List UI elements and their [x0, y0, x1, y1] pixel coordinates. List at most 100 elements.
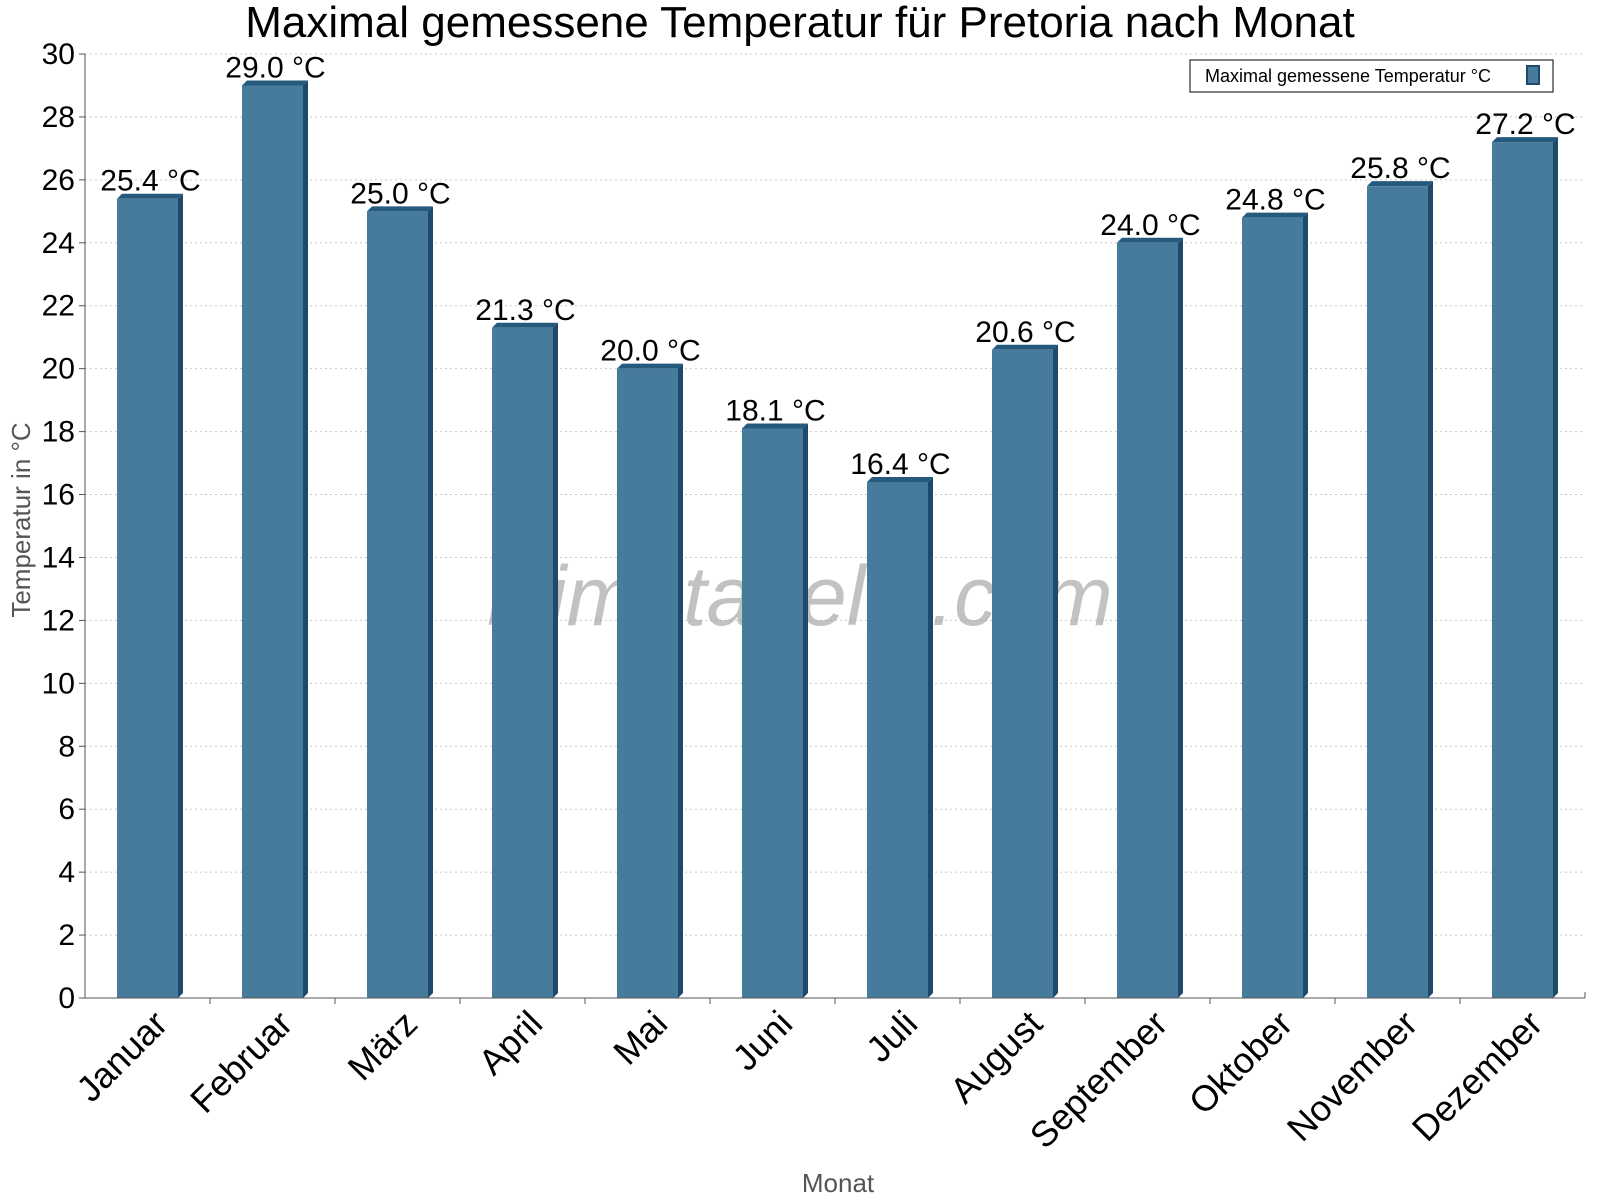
axes	[84, 54, 1586, 999]
y-tick-label: 18	[42, 416, 75, 449]
bar-side	[178, 193, 183, 998]
y-tick-label: 8	[58, 730, 75, 763]
bar-front	[1492, 142, 1553, 998]
bar-top	[1367, 181, 1433, 187]
y-tick-label: 0	[58, 982, 75, 1015]
x-tick-label: April	[470, 1003, 550, 1083]
bar	[992, 344, 1058, 999]
bar-top	[117, 193, 183, 199]
x-axis-ticks: Januar Februar März April Mai Juni Juli AugustS…	[68, 998, 1550, 1156]
data-label: 25.8 °C	[1350, 152, 1450, 185]
y-tick-label: 24	[42, 227, 75, 260]
bar-side	[678, 363, 683, 999]
y-tick-label: 10	[42, 667, 75, 700]
bar-top	[242, 80, 308, 86]
legend-swatch	[1526, 65, 1540, 85]
x-tick-label: Oktober	[1181, 1003, 1301, 1123]
bar-top	[1492, 137, 1558, 143]
y-axis-title: Temperatur in °C	[6, 422, 36, 617]
bar-front	[492, 327, 553, 998]
data-label: 25.4 °C	[100, 165, 200, 198]
legend-box	[1189, 59, 1554, 93]
bar-front	[1117, 242, 1178, 999]
y-tick-label: 4	[58, 856, 75, 889]
bar-front	[992, 349, 1053, 999]
data-label: 20.0 °C	[600, 335, 700, 368]
bar	[1367, 181, 1433, 998]
y-tick-label: 20	[42, 353, 75, 386]
y-tick-label: 6	[58, 793, 75, 826]
data-label: 24.8 °C	[1225, 184, 1325, 217]
y-tick-label: 12	[42, 604, 75, 637]
y-tick-label: 16	[42, 479, 75, 512]
bar	[1242, 212, 1308, 999]
data-label: 29.0 °C	[225, 51, 325, 84]
bar-side	[803, 423, 808, 998]
x-tick-label: Mai	[605, 1003, 675, 1073]
bar-front	[1367, 186, 1428, 998]
data-label: 20.6 °C	[975, 316, 1075, 349]
x-tick-label: Februar	[182, 1003, 300, 1121]
bars	[117, 80, 1558, 999]
data-label: 21.3 °C	[475, 294, 575, 327]
bar-front	[742, 428, 803, 998]
bar-top	[992, 344, 1058, 350]
data-label: 27.2 °C	[1475, 108, 1575, 141]
x-tick-label: November	[1279, 1003, 1425, 1149]
bar-side	[1553, 137, 1558, 998]
chart-title: Maximal gemessene Temperatur für Pretori…	[245, 0, 1354, 47]
bar	[117, 193, 183, 998]
bar-front	[367, 211, 428, 999]
bar	[1117, 237, 1183, 999]
bar-top	[367, 206, 433, 212]
x-tick-label: Januar	[68, 1003, 175, 1110]
bar	[1492, 137, 1558, 998]
data-label: 18.1 °C	[725, 394, 825, 427]
bar-top	[742, 423, 808, 429]
bar-side	[928, 476, 933, 998]
bar-front	[242, 85, 303, 998]
y-tick-label: 2	[58, 919, 75, 952]
bar	[867, 476, 933, 998]
data-labels: 25.4 °C 29.0 °C 25.0 °C 21.3 °C 20.0 °C 18.1 …	[100, 51, 1575, 480]
data-label: 25.0 °C	[350, 177, 450, 210]
bar	[242, 80, 308, 998]
data-label: 24.0 °C	[1100, 209, 1200, 242]
bar	[742, 423, 808, 998]
bar-front	[1242, 217, 1303, 999]
x-tick-label: August	[942, 1003, 1050, 1111]
bar-top	[1117, 237, 1183, 243]
bar-side	[303, 80, 308, 998]
y-tick-label: 28	[42, 101, 75, 134]
bar-top	[867, 476, 933, 482]
x-tick-label: Juli	[858, 1003, 925, 1070]
bar-top	[1242, 212, 1308, 218]
bar-side	[1178, 237, 1183, 999]
bar-front	[617, 368, 678, 999]
bar	[617, 363, 683, 999]
y-tick-label: 30	[42, 38, 75, 71]
x-tick-label: März	[340, 1003, 426, 1089]
y-tick-label: 26	[42, 164, 75, 197]
x-tick-label: September	[1022, 1003, 1176, 1157]
bar-front	[867, 481, 928, 998]
grid-lines	[85, 53, 1585, 936]
legend: Maximal gemessene Temperatur °C	[1189, 59, 1554, 93]
bar-top	[617, 363, 683, 369]
x-tick-label: Juni	[724, 1003, 800, 1079]
bar-side	[428, 206, 433, 999]
bar-front	[117, 198, 178, 998]
x-tick-label: Dezember	[1404, 1003, 1550, 1149]
y-tick-label: 14	[42, 541, 75, 574]
bar-side	[1053, 344, 1058, 999]
bar	[367, 206, 433, 999]
data-label: 16.4 °C	[850, 448, 950, 481]
bar	[492, 322, 558, 998]
y-tick-label: 22	[42, 290, 75, 323]
bar-side	[1428, 181, 1433, 998]
bar-side	[553, 322, 558, 998]
bar-top	[492, 322, 558, 328]
x-axis-title: Monat	[802, 1168, 875, 1198]
